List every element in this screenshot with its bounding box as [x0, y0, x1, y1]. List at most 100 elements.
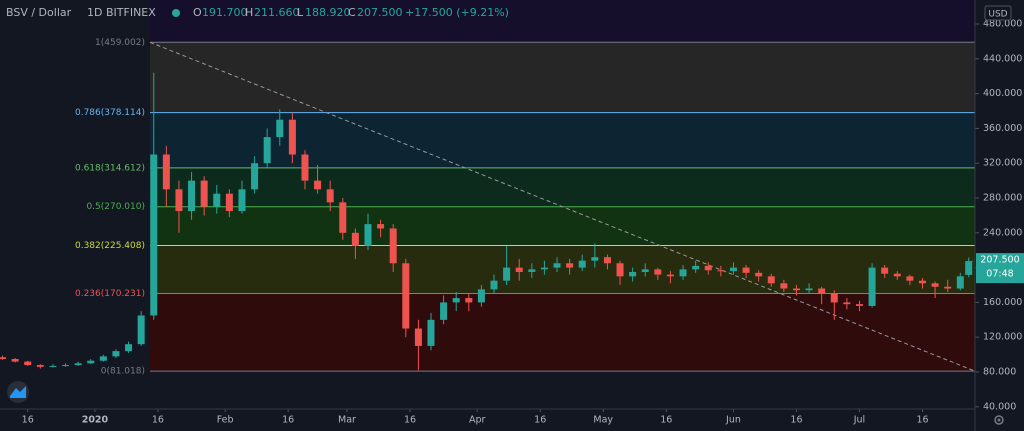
candle-body [389, 228, 397, 264]
candle-body [843, 302, 851, 305]
candle-body [666, 274, 674, 277]
y-tick-label: 400.000 [983, 88, 1022, 99]
x-tick-label: Feb [217, 415, 234, 426]
change: +17.500 (+9.21%) [405, 6, 509, 19]
fib-zone [150, 112, 975, 168]
ohlc-value: 191.700 [202, 6, 248, 19]
candle-body [162, 154, 170, 190]
candle-body [906, 276, 914, 281]
candle-body [188, 180, 196, 212]
candle-body [654, 269, 662, 275]
currency[interactable]: USD [988, 10, 1007, 20]
x-tick-label: 16 [152, 415, 164, 426]
candle-body [830, 293, 838, 303]
candle-body [591, 257, 599, 261]
x-tick-label: 16 [282, 415, 294, 426]
candle-body [629, 271, 637, 277]
candle-body [36, 365, 44, 367]
candle-body [918, 280, 926, 284]
candle-body [692, 265, 700, 270]
fib-zone [150, 0, 975, 43]
candle-body [213, 193, 221, 207]
candle-body [251, 163, 259, 190]
candle-body [0, 357, 7, 359]
candle-body [704, 265, 712, 271]
candle-body [339, 202, 347, 233]
candle-body [767, 276, 775, 284]
status-dot [172, 9, 180, 17]
x-tick-label: 16 [790, 415, 802, 426]
x-tick-label: Jun [725, 415, 741, 426]
x-tick-label: Apr [469, 415, 486, 426]
candle-body [477, 289, 485, 303]
candle-body [603, 257, 611, 264]
trend-line [149, 41, 976, 372]
candle-body [137, 315, 145, 345]
candle-body [402, 263, 410, 329]
ohlc-key: H [245, 6, 253, 19]
candle-body [944, 286, 952, 289]
interval: 1D [87, 6, 102, 19]
candle-body [855, 304, 863, 306]
candle-body [641, 269, 649, 272]
countdown: 07:48 [986, 269, 1013, 280]
currency-box[interactable] [984, 5, 1012, 21]
x-tick-label: May [593, 415, 613, 426]
fib-zone [150, 206, 975, 246]
candle-body [49, 365, 57, 367]
candle-body [288, 119, 296, 155]
candle-body [717, 270, 725, 272]
candle-body [616, 263, 624, 277]
candle-body [62, 365, 70, 367]
x-tick-label: 16 [534, 415, 546, 426]
y-tick-label: 440.000 [983, 53, 1022, 64]
candle-body [515, 267, 523, 272]
candle-body [755, 272, 763, 277]
candle-body [24, 361, 32, 366]
candle-body [528, 269, 536, 272]
y-tick-label: 240.000 [983, 227, 1022, 238]
candle-body [818, 288, 826, 294]
candle-body [868, 267, 876, 306]
y-tick-label: 280.000 [983, 193, 1022, 204]
ohlc-key: C [348, 6, 356, 19]
fib-label: 1(459.002) [95, 38, 145, 48]
last-price-box [976, 253, 1024, 284]
candle-body [490, 280, 498, 290]
candle-body [742, 267, 750, 273]
last-price-label: 207.500 [980, 255, 1019, 266]
candle-body [553, 263, 561, 268]
fib-label: 0.236(170.231) [75, 289, 145, 299]
fib-retracement: 1(459.002) 0.786(378.114) 0.618(314.612) 0.… [75, 0, 976, 377]
candle-body [414, 328, 422, 346]
candle-body [200, 180, 208, 207]
candle-body [225, 193, 233, 212]
ohlc-key: O [193, 6, 202, 19]
x-tick-label: 16 [22, 415, 34, 426]
header: BSV / Dollar 1D BITFINEX O 191.700 H 211… [6, 6, 509, 19]
candle-body [427, 319, 435, 346]
candle-body [351, 232, 359, 246]
candle-body [11, 358, 19, 362]
candle-body [792, 288, 800, 291]
ohlc-value: 211.660 [254, 6, 300, 19]
candle-body [465, 298, 473, 303]
candle-body [112, 351, 120, 357]
logo[interactable] [7, 381, 29, 403]
ohlc-value: 188.920 [305, 6, 351, 19]
candle-body [540, 267, 548, 270]
candle-body [965, 261, 973, 275]
candle-body [125, 344, 133, 352]
y-tick-label: 80.000 [983, 367, 1016, 378]
fib-label: 0.786(378.114) [75, 108, 145, 118]
candle-body [276, 119, 284, 138]
candle-body [931, 283, 939, 287]
settings-icon[interactable] [994, 415, 1004, 425]
candle-body [893, 273, 901, 277]
candle-body [805, 288, 813, 291]
candle-body [364, 224, 372, 246]
candle-body [263, 137, 271, 164]
x-tick-label: 16 [916, 415, 928, 426]
y-tick-label: 320.000 [983, 158, 1022, 169]
